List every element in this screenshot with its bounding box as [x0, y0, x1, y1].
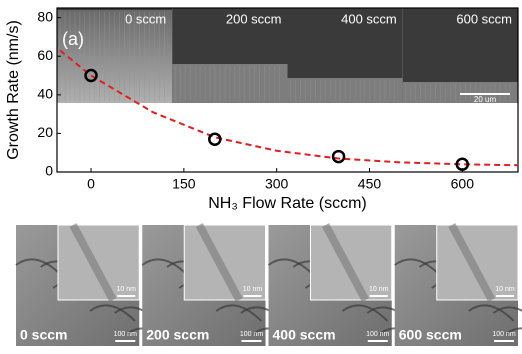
plot-frame — [56, 7, 519, 173]
tem-tube — [341, 304, 389, 322]
tem-inset — [436, 224, 519, 301]
x-tick-label: 0 — [87, 176, 95, 192]
x-tick-label: 150 — [172, 176, 196, 192]
inset-scale-label: 10 nm — [369, 286, 389, 293]
y-tick-label: 20 — [37, 124, 53, 140]
tem-inset-tube — [69, 223, 117, 302]
inset-label: 400 sccm — [341, 11, 397, 26]
tem-image: 10 nm 100 nm 200 sccm — [141, 223, 299, 346]
tem-tube — [394, 258, 441, 276]
data-point — [331, 149, 346, 164]
x-axis-title: NH₃ Flow Rate (sccm) — [208, 195, 367, 212]
inset-scale-label: 10 nm — [117, 286, 137, 293]
scale-label: 100 nm — [240, 331, 264, 338]
image-label: 400 sccm — [273, 327, 336, 343]
x-tick-label: 450 — [358, 176, 382, 192]
y-axis-title: Growth Rate (nm/s) — [5, 20, 22, 160]
tem-tube — [492, 306, 522, 314]
panel-label: (a) — [62, 29, 84, 49]
image-label: 200 sccm — [146, 327, 209, 343]
scale-label: 100 nm — [492, 331, 516, 338]
x-tick-label: 600 — [451, 176, 475, 192]
tem-inset-tube — [448, 223, 496, 302]
y-tick-label: 80 — [37, 8, 53, 24]
tem-image: 10 nm 100 nm 400 sccm — [267, 223, 426, 346]
inset-scale-label: 10 nm — [243, 286, 263, 293]
tem-tube — [141, 258, 188, 276]
tem-tube — [89, 304, 136, 322]
tem-inset — [310, 224, 393, 301]
fit-line — [59, 49, 519, 167]
data-point — [84, 68, 98, 83]
tem-tube — [15, 258, 62, 276]
scale-label: 100 nm — [114, 331, 138, 338]
inset-label: 600 sccm — [456, 11, 512, 26]
y-tick-label: 60 — [37, 47, 53, 63]
scale-label: 100 nm — [366, 331, 390, 338]
y-tick-label: 0 — [45, 163, 53, 179]
tem-inset-tube — [195, 223, 243, 302]
tem-tube — [267, 258, 315, 276]
y-tick-label: 40 — [37, 86, 53, 102]
image-label: 600 sccm — [399, 327, 462, 343]
tem-inset — [57, 224, 140, 301]
inset-label: 200 sccm — [226, 11, 282, 26]
data-point — [455, 157, 470, 172]
tem-inset-tube — [321, 223, 370, 302]
tem-tube — [505, 327, 522, 335]
tem-tube — [215, 304, 262, 322]
scale-bar-label: 20 um — [474, 95, 497, 104]
data-point — [208, 132, 222, 146]
inset-label: 0 sccm — [125, 11, 166, 26]
image-label: 0 sccm — [20, 327, 67, 343]
x-tick-label: 300 — [265, 176, 289, 192]
inset-scale-label: 10 nm — [495, 286, 515, 293]
tem-tube — [468, 304, 515, 322]
tem-image: 10 nm 100 nm 600 sccm — [394, 223, 522, 346]
tem-inset — [183, 224, 266, 301]
